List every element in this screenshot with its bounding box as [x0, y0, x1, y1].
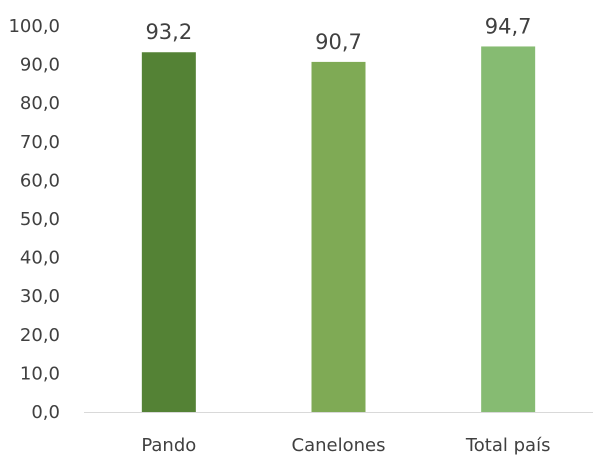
- x-category-label: Canelones: [292, 435, 386, 456]
- bar-total-país: [481, 46, 536, 412]
- y-tick-label: 80,0: [20, 93, 60, 114]
- y-tick-label: 40,0: [20, 248, 60, 269]
- y-tick-label: 100,0: [8, 16, 60, 37]
- y-tick-label: 50,0: [20, 209, 60, 230]
- bars: [141, 46, 536, 413]
- y-tick-label: 0,0: [31, 402, 60, 423]
- x-category-label: Total país: [465, 435, 551, 456]
- y-axis: 0,0 10,0 20,0 30,0 40,0 50,0 60,0 70,0 80,0 90,0 1…: [8, 16, 60, 423]
- y-tick-label: 60,0: [20, 170, 60, 191]
- data-label: 94,7: [485, 14, 532, 38]
- y-tick-label: 20,0: [20, 325, 60, 346]
- data-label: 93,2: [145, 20, 192, 44]
- y-tick-label: 10,0: [20, 363, 60, 384]
- x-category-label: Pando: [141, 435, 196, 456]
- data-labels: 93,2 90,7 94,7: [145, 14, 531, 53]
- y-tick-label: 70,0: [20, 132, 60, 153]
- y-tick-label: 30,0: [20, 286, 60, 307]
- bar-pando: [141, 52, 196, 413]
- y-tick-label: 90,0: [20, 55, 60, 76]
- x-axis: Pando Canelones Total país: [141, 435, 550, 456]
- data-label: 90,7: [315, 30, 362, 54]
- bar-canelones: [311, 61, 366, 412]
